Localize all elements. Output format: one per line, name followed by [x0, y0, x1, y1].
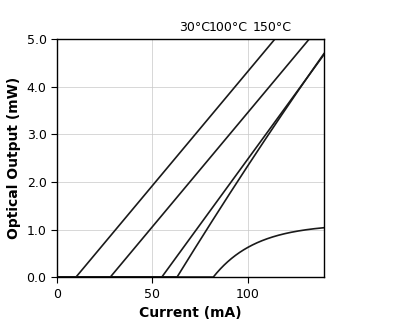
- Text: 200°C: 200°C: [0, 326, 1, 327]
- Text: 150°C: 150°C: [253, 21, 292, 34]
- Text: 220°C: 220°C: [0, 326, 1, 327]
- Text: 100°C: 100°C: [209, 21, 248, 34]
- X-axis label: Current (mA): Current (mA): [139, 306, 242, 320]
- Y-axis label: Optical Output (mW): Optical Output (mW): [7, 77, 21, 239]
- Text: 30°C: 30°C: [179, 21, 210, 34]
